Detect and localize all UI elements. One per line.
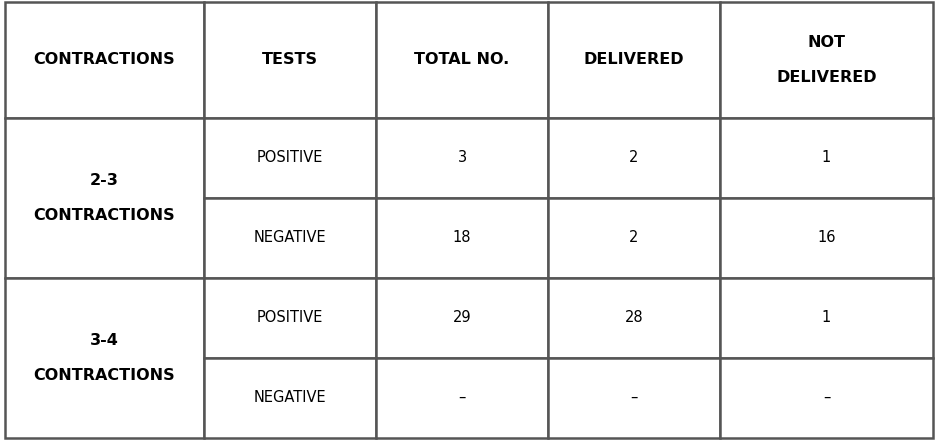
Bar	[5, 117, 204, 278]
Text: 3-4

CONTRACTIONS: 3-4 CONTRACTIONS	[34, 333, 175, 383]
Bar	[719, 358, 933, 438]
Bar	[376, 198, 548, 278]
Text: POSITIVE: POSITIVE	[257, 150, 324, 165]
Bar	[204, 2, 376, 117]
Text: 1: 1	[822, 310, 831, 325]
Bar	[719, 198, 933, 278]
Text: –: –	[630, 390, 638, 405]
Text: 16: 16	[817, 230, 836, 245]
Bar	[376, 278, 548, 358]
Text: 28: 28	[625, 310, 643, 325]
Text: TOTAL NO.: TOTAL NO.	[415, 52, 509, 67]
Bar	[548, 198, 719, 278]
Text: 3: 3	[458, 150, 466, 165]
Bar	[376, 358, 548, 438]
Bar	[719, 2, 933, 117]
Bar	[5, 278, 204, 438]
Text: 2-3

CONTRACTIONS: 2-3 CONTRACTIONS	[34, 173, 175, 223]
Text: 1: 1	[822, 150, 831, 165]
Bar	[719, 117, 933, 198]
Text: DELIVERED: DELIVERED	[583, 52, 684, 67]
Text: NEGATIVE: NEGATIVE	[254, 230, 326, 245]
Bar	[204, 278, 376, 358]
Bar	[376, 2, 548, 117]
Bar	[5, 2, 204, 117]
Bar	[548, 117, 719, 198]
Bar	[548, 278, 719, 358]
Bar	[204, 198, 376, 278]
Bar	[548, 2, 719, 117]
Bar	[719, 278, 933, 358]
Text: CONTRACTIONS: CONTRACTIONS	[34, 52, 175, 67]
Text: NOT

DELIVERED: NOT DELIVERED	[777, 35, 877, 85]
Bar	[204, 117, 376, 198]
Text: 29: 29	[453, 310, 472, 325]
Text: 2: 2	[629, 230, 639, 245]
Text: 18: 18	[453, 230, 471, 245]
Text: 2: 2	[629, 150, 639, 165]
Bar	[376, 117, 548, 198]
Bar	[204, 358, 376, 438]
Text: –: –	[459, 390, 466, 405]
Text: NEGATIVE: NEGATIVE	[254, 390, 326, 405]
Text: TESTS: TESTS	[263, 52, 318, 67]
Text: POSITIVE: POSITIVE	[257, 310, 324, 325]
Text: –: –	[823, 390, 830, 405]
Bar	[548, 358, 719, 438]
